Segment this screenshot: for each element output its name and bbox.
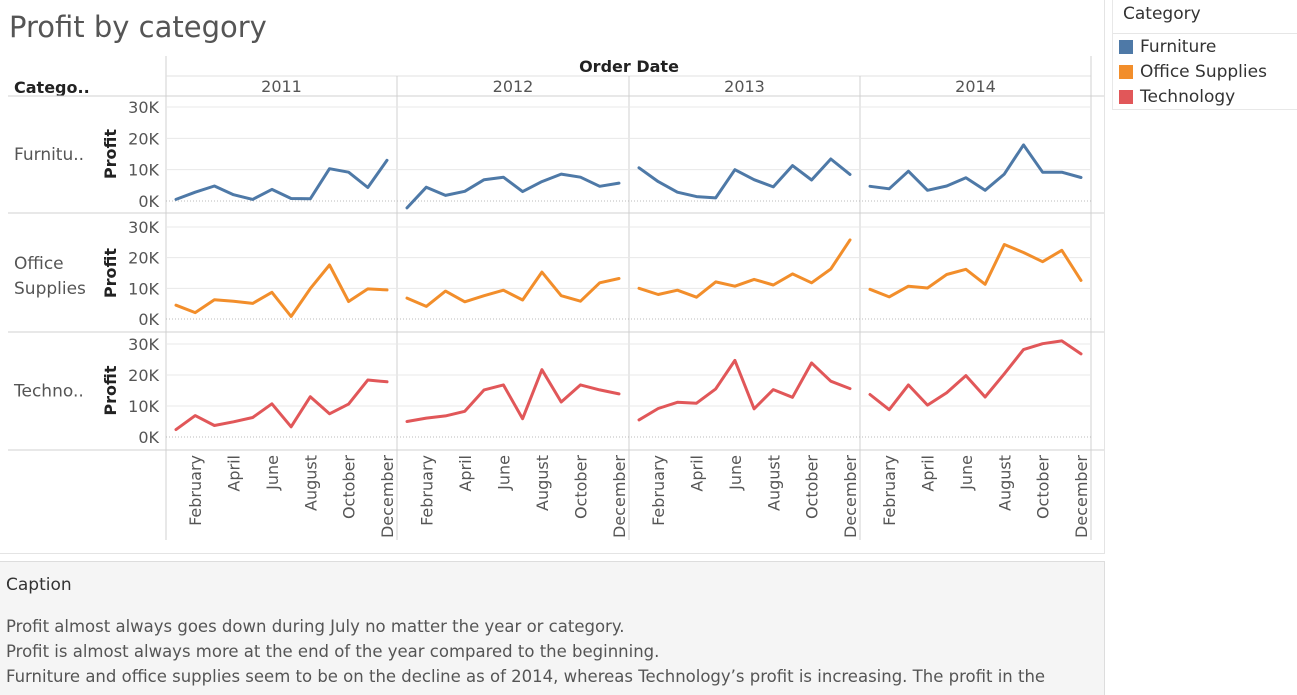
series-line-office-supplies-2011 (174, 263, 389, 318)
x-tick-2011-october: October (340, 455, 359, 519)
legend-label-furniture: Furniture (1140, 37, 1217, 57)
legend-item-office-supplies[interactable]: Office Supplies (1119, 61, 1267, 83)
x-tick-2013-april: April (688, 455, 707, 492)
year-header-2012: 2012 (493, 77, 534, 96)
x-tick-2011-april: April (225, 455, 244, 492)
x-tick-2014-december: December (1072, 455, 1091, 538)
x-tick-2011-june: June (263, 455, 282, 491)
series-line-technology-2013 (637, 358, 852, 422)
legend-divider (1113, 33, 1297, 34)
legend-item-furniture[interactable]: Furniture (1119, 36, 1216, 58)
category-label-office-supplies-2: Supplies (14, 279, 86, 299)
year-header-2014: 2014 (955, 77, 996, 96)
legend-swatch-technology (1119, 90, 1133, 104)
y-axis-label-furniture: Profit (101, 129, 120, 179)
x-tick-2013-february: February (649, 455, 668, 526)
x-tick-2011-august: August (301, 455, 320, 511)
legend-label-office-supplies: Office Supplies (1140, 62, 1267, 82)
row-header-category: Catego.. (14, 78, 90, 97)
caption-panel: Caption Profit almost always goes down d… (0, 561, 1105, 695)
series-line-technology-2011 (174, 378, 389, 432)
x-tick-2014-august: August (995, 455, 1014, 511)
x-tick-2011-february: February (186, 455, 205, 526)
y-tick-furniture-0K: 0K (138, 192, 159, 211)
x-tick-2014-february: February (880, 455, 899, 526)
series-line-furniture-2011 (174, 158, 389, 201)
page-title: Profit by category (9, 10, 267, 44)
profit-chart[interactable]: Order Date Catego.. 2011 2012 2013 2014 0K 10K 2… (0, 0, 1104, 553)
series-line-office-supplies-2013 (637, 238, 852, 299)
x-tick-2014-april: April (919, 455, 938, 492)
y-tick-office-supplies-20K: 20K (128, 249, 159, 268)
y-tick-technology-30K: 30K (128, 335, 159, 354)
y-tick-furniture-30K: 30K (128, 98, 159, 117)
y-tick-technology-10K: 10K (128, 397, 159, 416)
caption-title: Caption (6, 575, 72, 595)
column-header-order-date: Order Date (579, 57, 679, 76)
x-tick-2013-october: October (803, 455, 822, 519)
legend-title: Category (1123, 4, 1201, 24)
dashboard-panel (0, 0, 1105, 554)
x-tick-2014-june: June (957, 455, 976, 491)
category-label-technology: Techno.. (13, 382, 84, 402)
x-tick-2013-august: August (764, 455, 783, 511)
y-tick-technology-20K: 20K (128, 366, 159, 385)
x-tick-2011-december: December (378, 455, 397, 538)
x-tick-2013-december: December (841, 455, 860, 538)
y-axis-label-office-supplies: Profit (101, 248, 120, 298)
y-tick-office-supplies-10K: 10K (128, 279, 159, 298)
series-line-office-supplies-2012 (405, 270, 621, 308)
series-line-furniture-2014 (868, 143, 1083, 192)
caption-line-2: Profit is almost always more at the end … (6, 642, 660, 661)
x-tick-2012-june: June (494, 455, 513, 491)
x-tick-2012-october: October (571, 455, 590, 519)
x-tick-2012-august: August (533, 455, 552, 511)
x-tick-2014-october: October (1034, 455, 1053, 519)
category-label-office-supplies-1: Office (14, 254, 64, 274)
series-line-technology-2012 (405, 368, 621, 423)
series-line-technology-2014 (868, 339, 1083, 412)
legend-swatch-office-supplies (1119, 65, 1133, 79)
y-axis-label-technology: Profit (101, 365, 120, 415)
x-tick-2013-june: June (726, 455, 745, 491)
y-tick-office-supplies-30K: 30K (128, 218, 159, 237)
series-line-office-supplies-2014 (868, 243, 1083, 299)
legend-label-technology: Technology (1140, 87, 1236, 107)
series-line-furniture-2012 (405, 172, 621, 210)
y-tick-technology-0K: 0K (138, 428, 159, 447)
legend-item-technology[interactable]: Technology (1119, 86, 1235, 108)
year-header-2011: 2011 (261, 77, 302, 96)
legend: Category Furniture Office Supplies Techn… (1112, 0, 1297, 110)
x-tick-2012-december: December (610, 455, 629, 538)
y-tick-furniture-10K: 10K (128, 161, 159, 180)
year-header-2013: 2013 (724, 77, 765, 96)
category-label-furniture: Furnitu.. (14, 145, 84, 165)
y-tick-furniture-20K: 20K (128, 129, 159, 148)
legend-swatch-furniture (1119, 40, 1133, 54)
caption-line-3: Furniture and office supplies seem to be… (6, 667, 1046, 686)
series-line-furniture-2013 (637, 157, 852, 200)
x-tick-2012-february: February (417, 455, 436, 526)
caption-line-1: Profit almost always goes down during Ju… (6, 617, 625, 636)
y-tick-office-supplies-0K: 0K (138, 310, 159, 329)
x-tick-2012-april: April (456, 455, 475, 492)
